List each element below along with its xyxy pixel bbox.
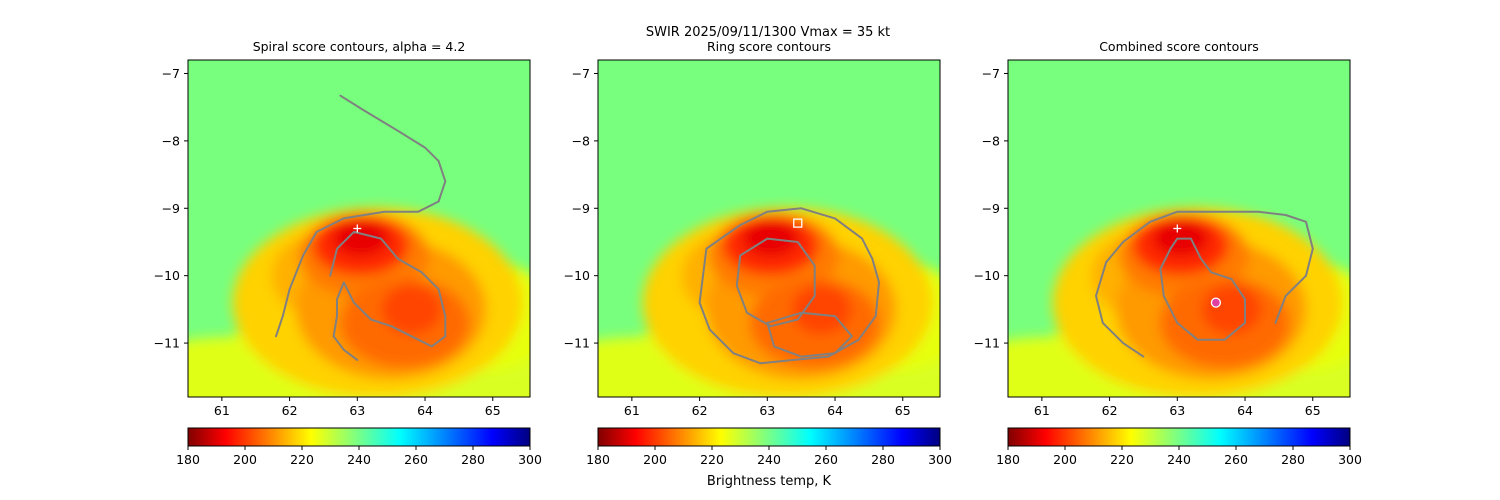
colorbar-tick-label: 300	[1338, 452, 1362, 467]
colorbar: 180 200 220 240 260 280 300	[586, 427, 952, 467]
colorbar-tick-label: 300	[518, 452, 542, 467]
colorbar: 180 200 220 240 260 280 300	[996, 427, 1362, 467]
colorbar-tick-label: 260	[1224, 452, 1248, 467]
panel-1: Spiral score contours, alpha = 4.2 61 62 63…	[154, 39, 542, 467]
y-tick-label: −11	[974, 336, 1000, 351]
colorbar-tick-label: 220	[700, 452, 724, 467]
y-tick-label: −8	[162, 133, 180, 148]
colorbar: 180 200 220 240 260 280 300	[176, 427, 542, 467]
brightness-field	[1008, 60, 1350, 397]
x-tick-label: 64	[827, 403, 843, 418]
colorbar-tick-label: 260	[814, 452, 838, 467]
y-tick-label: −11	[564, 336, 590, 351]
x-tick-label: 64	[1237, 403, 1253, 418]
axes-frame	[187, 59, 531, 398]
y-tick-label: −7	[162, 66, 180, 81]
score-contour	[698, 207, 880, 365]
x-tick-label: 63	[759, 403, 775, 418]
x-tick-label: 61	[1034, 403, 1050, 418]
colorbar-gradient	[187, 427, 531, 447]
colorbar-tick-label: 180	[586, 452, 610, 467]
colorbar-tick-label: 200	[233, 452, 257, 467]
colorbar-gradient	[597, 427, 941, 447]
y-tick-label: −10	[564, 268, 590, 283]
x-tick-label: 65	[1305, 403, 1321, 418]
colorbar-tick-label: 200	[1053, 452, 1077, 467]
x-tick-label: 62	[282, 403, 298, 418]
center-circle-marker	[1210, 297, 1222, 308]
score-contour	[766, 311, 853, 358]
colorbar-tick-label: 220	[290, 452, 314, 467]
colorbar-tick-label: 240	[1167, 452, 1191, 467]
panel-title: Combined score contours	[1099, 39, 1259, 54]
panel-title: Spiral score contours, alpha = 4.2	[253, 39, 466, 54]
x-tick-label: 62	[692, 403, 708, 418]
score-contour	[1095, 210, 1314, 358]
colorbar-tick-label: 240	[757, 452, 781, 467]
y-tick-label: −10	[974, 268, 1000, 283]
x-tick-label: 63	[349, 403, 365, 418]
score-contour	[275, 94, 447, 338]
y-tick-label: −7	[982, 66, 1000, 81]
y-tick-label: −10	[154, 268, 180, 283]
y-tick-label: −11	[154, 336, 180, 351]
x-tick-label: 61	[624, 403, 640, 418]
colorbar-tick-label: 260	[404, 452, 428, 467]
axes-frame	[597, 59, 941, 398]
y-tick-label: −9	[162, 201, 180, 216]
colorbar-tick-label: 280	[1281, 452, 1305, 467]
x-tick-label: 62	[1102, 403, 1118, 418]
x-tick-label: 65	[895, 403, 911, 418]
x-tick-label: 65	[485, 403, 501, 418]
y-tick-label: −9	[982, 201, 1000, 216]
brightness-field	[598, 60, 940, 397]
y-tick-label: −9	[572, 201, 590, 216]
colorbar-gradient	[1007, 427, 1351, 447]
colorbar-tick-label: 280	[871, 452, 895, 467]
x-tick-label: 61	[214, 403, 230, 418]
x-tick-label: 63	[1169, 403, 1185, 418]
panel-title: Ring score contours	[707, 39, 831, 54]
colorbar-tick-label: 280	[461, 452, 485, 467]
panel-2: Ring score contours 61 62 63 64 65 −7 −8 −9 −10 −1…	[564, 39, 952, 467]
colorbar-label: Brightness temp, K	[707, 474, 832, 489]
center-square-marker	[793, 218, 803, 228]
colorbar-tick-label: 180	[996, 452, 1020, 467]
score-contour	[1159, 237, 1246, 341]
y-tick-label: −7	[572, 66, 590, 81]
axes-frame	[1007, 59, 1351, 398]
y-tick-label: −8	[572, 133, 590, 148]
colorbar-tick-label: 200	[643, 452, 667, 467]
score-contour	[735, 237, 816, 328]
center-plus-marker	[353, 224, 362, 233]
colorbar-tick-label: 180	[176, 452, 200, 467]
colorbar-tick-label: 300	[928, 452, 952, 467]
brightness-field	[188, 60, 530, 397]
y-tick-label: −8	[982, 133, 1000, 148]
x-tick-label: 64	[417, 403, 433, 418]
center-plus-marker	[1173, 224, 1182, 233]
colorbar-tick-label: 240	[347, 452, 371, 467]
score-contour	[329, 230, 447, 361]
panel-3: Combined score contours 61 62 63 64 65 −7 −8 −9 −…	[974, 39, 1362, 467]
colorbar-tick-label: 220	[1110, 452, 1134, 467]
suptitle: SWIR 2025/09/11/1300 Vmax = 35 kt	[646, 25, 890, 40]
